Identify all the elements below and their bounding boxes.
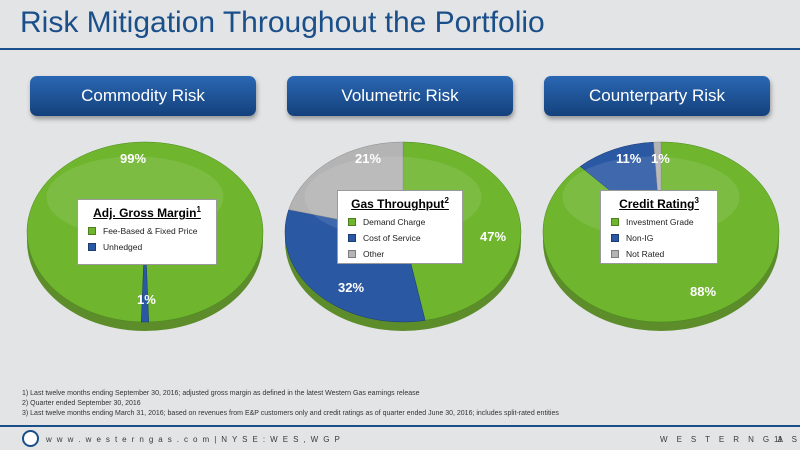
swatch-green	[611, 218, 619, 226]
legend-title: Credit Rating3	[619, 196, 699, 211]
footer-divider	[0, 425, 800, 427]
pct-label-non-ig: 11%	[616, 151, 642, 166]
legend-item: Unhedged	[88, 242, 208, 252]
legend-item: Investment Grade	[611, 217, 709, 227]
page-number: 11	[774, 435, 783, 444]
legend-item: Demand Charge	[348, 217, 454, 227]
footnotes: 1) Last twelve months ending September 3…	[22, 389, 559, 419]
volumetric-risk-header: Volumetric Risk	[287, 76, 513, 116]
footnote: 1) Last twelve months ending September 3…	[22, 390, 420, 397]
pct-label-cost-of-service: 32%	[338, 280, 365, 295]
pct-label-fee-based: 99%	[120, 151, 147, 166]
swatch-gray	[348, 250, 356, 258]
swatch-blue	[348, 234, 356, 242]
legend-item: Non-IG	[611, 233, 709, 243]
page-title: Risk Mitigation Throughout the Portfolio	[20, 6, 545, 39]
pct-label-demand-charge: 47%	[480, 229, 507, 244]
pct-label-unhedged: 1%	[137, 292, 156, 307]
slice-unhedged	[141, 231, 149, 323]
western-gas-logo	[22, 430, 39, 447]
footer-brand: W E S T E R N G A S	[660, 435, 800, 444]
legend-title: Gas Throughput2	[351, 196, 449, 211]
footnote: 2) Quarter ended September 30, 2016	[22, 400, 141, 407]
legend-item: Other	[348, 249, 454, 259]
footer-website: w w w . w e s t e r n g a s . c o m | N …	[46, 435, 342, 444]
pct-label-not-rated: 1%	[651, 151, 670, 166]
legend-credit-rating: Credit Rating3 Investment Grade Non-IG N…	[600, 190, 718, 264]
pct-label-other: 21%	[355, 151, 382, 166]
counterparty-risk-header: Counterparty Risk	[544, 76, 770, 116]
swatch-green	[88, 227, 96, 235]
swatch-green	[348, 218, 356, 226]
legend-item: Fee-Based & Fixed Price	[88, 226, 208, 236]
legend-title: Adj. Gross Margin1	[93, 205, 201, 220]
swatch-blue	[88, 243, 96, 251]
legend-item: Not Rated	[611, 249, 709, 259]
legend-gas-throughput: Gas Throughput2 Demand Charge Cost of Se…	[337, 190, 463, 264]
legend-adj-gross-margin: Adj. Gross Margin1 Fee-Based & Fixed Pri…	[77, 199, 217, 265]
swatch-gray	[611, 250, 619, 258]
footnote: 3) Last twelve months ending March 31, 2…	[22, 410, 559, 417]
title-divider	[0, 48, 800, 50]
slice-investment-grade	[542, 141, 780, 323]
pct-label-investment-grade: 88%	[690, 284, 717, 299]
swatch-blue	[611, 234, 619, 242]
commodity-risk-header: Commodity Risk	[30, 76, 256, 116]
legend-item: Cost of Service	[348, 233, 454, 243]
